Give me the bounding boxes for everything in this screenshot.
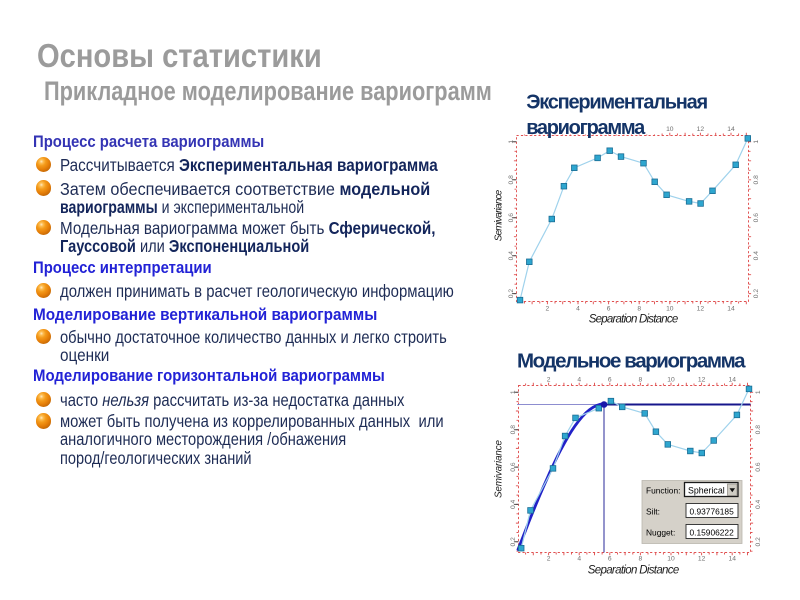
svg-text:6: 6 xyxy=(608,377,612,384)
svg-text:0.4: 0.4 xyxy=(753,251,760,261)
svg-text:14: 14 xyxy=(728,377,736,384)
svg-text:12: 12 xyxy=(698,377,706,384)
svg-text:10: 10 xyxy=(667,556,675,563)
svg-text:10: 10 xyxy=(666,306,674,313)
svg-text:0.8: 0.8 xyxy=(508,175,515,185)
svg-text:Nugget:: Nugget: xyxy=(646,527,675,537)
svg-text:вариограмма: вариограмма xyxy=(526,117,646,139)
svg-text:0.2: 0.2 xyxy=(753,289,760,299)
svg-text:0.2: 0.2 xyxy=(755,537,762,547)
svg-text:14: 14 xyxy=(727,126,735,133)
svg-text:0.6: 0.6 xyxy=(508,213,515,223)
svg-text:Silt:: Silt: xyxy=(646,506,660,516)
svg-text:Function:: Function: xyxy=(646,485,680,495)
svg-text:0.6: 0.6 xyxy=(755,462,762,472)
svg-text:Semivariance: Semivariance xyxy=(494,439,505,498)
svg-text:1: 1 xyxy=(753,140,760,144)
svg-text:0.8: 0.8 xyxy=(510,425,517,435)
svg-text:14: 14 xyxy=(728,556,736,563)
svg-text:12: 12 xyxy=(697,126,705,133)
svg-text:8: 8 xyxy=(637,306,641,313)
svg-text:0.2: 0.2 xyxy=(508,289,515,299)
svg-text:0.8: 0.8 xyxy=(753,175,760,185)
svg-text:12: 12 xyxy=(698,556,706,563)
svg-text:0.6: 0.6 xyxy=(510,462,517,472)
svg-text:0.4: 0.4 xyxy=(510,499,517,509)
svg-text:Separation Distance: Separation Distance xyxy=(589,313,679,325)
svg-text:0.8: 0.8 xyxy=(755,425,762,435)
svg-text:Экспериментальная: Экспериментальная xyxy=(526,91,708,113)
svg-text:0.15906222: 0.15906222 xyxy=(690,527,735,537)
svg-text:6: 6 xyxy=(607,306,611,313)
svg-text:0.4: 0.4 xyxy=(508,251,515,261)
svg-text:0.2: 0.2 xyxy=(510,537,517,547)
svg-text:1: 1 xyxy=(508,140,515,144)
svg-text:0.93776185: 0.93776185 xyxy=(690,506,735,516)
svg-text:0.4: 0.4 xyxy=(755,499,762,509)
svg-text:4: 4 xyxy=(576,306,580,313)
svg-text:10: 10 xyxy=(667,377,675,384)
svg-text:2: 2 xyxy=(547,377,551,384)
svg-text:10: 10 xyxy=(666,126,674,133)
svg-text:1: 1 xyxy=(755,390,762,394)
svg-text:Spherical: Spherical xyxy=(688,486,725,496)
svg-text:0.6: 0.6 xyxy=(753,213,760,223)
svg-text:Separation Distance: Separation Distance xyxy=(588,565,680,577)
svg-text:4: 4 xyxy=(577,377,581,384)
svg-text:8: 8 xyxy=(639,377,643,384)
svg-text:14: 14 xyxy=(727,306,735,313)
svg-text:8: 8 xyxy=(639,556,643,563)
svg-text:6: 6 xyxy=(608,556,612,563)
svg-text:Semivariance: Semivariance xyxy=(494,189,505,241)
svg-text:2: 2 xyxy=(547,556,551,563)
svg-text:1: 1 xyxy=(510,390,517,394)
svg-text:12: 12 xyxy=(697,306,705,313)
svg-text:4: 4 xyxy=(577,556,581,563)
svg-text:Модельное вариограмма: Модельное вариограмма xyxy=(517,349,746,372)
svg-text:2: 2 xyxy=(546,306,550,313)
